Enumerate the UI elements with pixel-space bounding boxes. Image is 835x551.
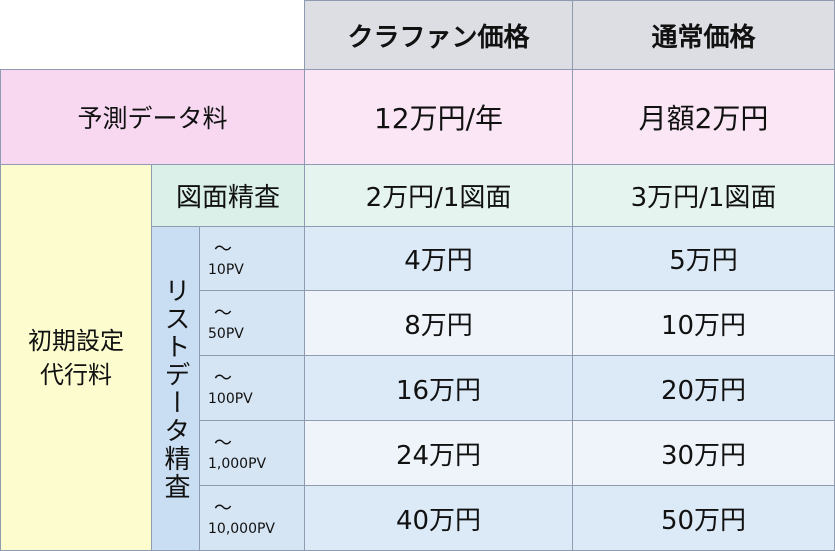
forecast-regular-text: 月額2万円: [638, 102, 769, 135]
range-amount: 1,000PV: [208, 456, 267, 472]
range-tilde: ～: [214, 303, 232, 324]
list-crowdfund-value-5: 40万円: [305, 486, 573, 551]
drawing-review-label: 図面精査: [152, 165, 305, 227]
range-cell-2: ～ 50PV: [200, 291, 305, 356]
list-crowdfund-value-4: 24万円: [305, 421, 573, 486]
list-regular-value-1: 5万円: [573, 227, 835, 291]
range-tilde: ～: [214, 498, 232, 519]
range-amount: 100PV: [208, 391, 253, 407]
drawing-crowdfund-value: 2万円/1図面: [305, 165, 573, 227]
forecast-regular-value: 月額2万円: [573, 70, 835, 165]
range-cell-3: ～ 100PV: [200, 356, 305, 421]
list-data-review-text: リストデータ精査: [160, 276, 190, 501]
range-cell-1: ～ 10PV: [200, 227, 305, 291]
setup-fee-label-line2: 代行料: [40, 360, 112, 389]
list-regular-value-3: 20万円: [573, 356, 835, 421]
range-amount: 10,000PV: [208, 521, 276, 537]
forecast-crowdfund-value: 12万円/年: [305, 70, 573, 165]
list-crowdfund-value-3: 16万円: [305, 356, 573, 421]
setup-fee-label: 初期設定 代行料: [0, 165, 152, 551]
list-data-review-label: リストデータ精査: [152, 227, 200, 551]
forecast-crowdfund-text: 12万円/年: [373, 102, 504, 135]
range-amount: 10PV: [208, 261, 244, 278]
list-regular-value-5: 50万円: [573, 486, 835, 551]
range-amount: 50PV: [208, 326, 244, 342]
header-crowdfund-price: クラファン価格: [305, 0, 573, 70]
range-tilde: ～: [214, 368, 232, 389]
range-cell-4: ～ 1,000PV: [200, 421, 305, 486]
setup-fee-label-line1: 初期設定: [28, 326, 124, 355]
list-crowdfund-value-2: 8万円: [305, 291, 573, 356]
drawing-regular-value: 3万円/1図面: [573, 165, 835, 227]
list-regular-value-2: 10万円: [573, 291, 835, 356]
header-regular-price: 通常価格: [573, 0, 835, 70]
forecast-data-fee-label: 予測データ料: [0, 70, 305, 165]
range-cell-5: ～ 10,000PV: [200, 486, 305, 551]
range-tilde: ～: [214, 433, 232, 454]
corner-blank-cell: [0, 0, 305, 70]
list-regular-value-4: 30万円: [573, 421, 835, 486]
range-tilde: ～: [214, 238, 232, 260]
list-crowdfund-value-1: 4万円: [305, 227, 573, 291]
